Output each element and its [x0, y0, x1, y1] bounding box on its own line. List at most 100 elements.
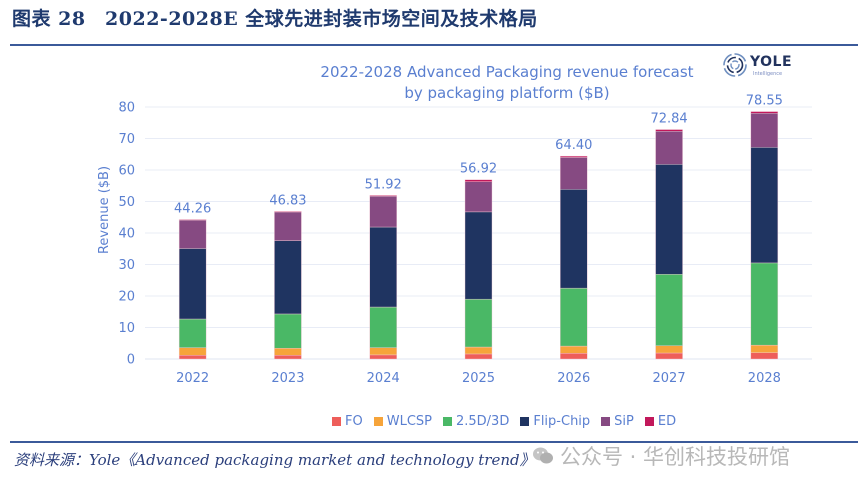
x-tick-label-2026: 2026 — [557, 371, 590, 386]
x-tick-label-2023: 2023 — [271, 371, 304, 386]
legend-item-flip-chip: Flip-Chip — [520, 414, 590, 429]
bar-segment-fo-2028 — [750, 352, 779, 360]
bar-segment-fo-2025 — [464, 353, 493, 360]
bar-segment-sip-2027 — [655, 131, 683, 165]
bar-segment-2-5d-3d-2028 — [750, 262, 779, 346]
bar-segment-flip-chip-2024 — [369, 226, 397, 308]
bar-segment-2-5d-3d-2023 — [274, 313, 302, 349]
total-label-2026: 64.40 — [555, 138, 592, 153]
legend-label: WLCSP — [386, 414, 432, 429]
legend-swatch — [442, 417, 452, 426]
chart-title: 2022-2028 Advanced Packaging revenue for… — [292, 62, 722, 104]
y-tick-label: 10 — [118, 321, 135, 336]
legend-item-ed: ED — [644, 414, 677, 429]
total-labels: 44.26 46.83 51.92 56.92 64.40 72.84 78.55 — [174, 94, 783, 217]
bar-segment-2-5d-3d-2024 — [369, 306, 397, 348]
source-note: 资料来源：Yole《Advanced packaging market and … — [14, 451, 535, 469]
legend-label: ED — [657, 414, 677, 429]
x-tick-label-2028: 2028 — [748, 371, 781, 386]
stacked-bar-chart: 0 10 20 30 40 50 60 70 80 Revenue ($B) 44.26 46.8… — [97, 94, 812, 386]
y-tick-label: 0 — [127, 353, 135, 368]
y-tick-label: 70 — [118, 132, 135, 147]
legend-item-fo: FO — [332, 414, 363, 429]
legend-item-sip: SiP — [601, 414, 634, 429]
bar-segment-sip-2026 — [560, 157, 588, 190]
watermark-text: 公众号 · 华创科技投研馆 — [560, 445, 791, 469]
bar-segment-wlcsp-2025 — [464, 346, 493, 355]
total-label-2028: 78.55 — [746, 94, 783, 109]
bar-segment-sip-2028 — [750, 113, 779, 148]
y-tick-label: 50 — [118, 195, 135, 210]
x-tick-labels: 2022 2023 2024 2025 2026 2027 2028 — [176, 371, 781, 386]
legend-swatch — [332, 417, 341, 426]
bar-segment-ed-2025 — [464, 179, 493, 182]
legend-swatch — [601, 417, 611, 426]
bar-segment-fo-2022 — [178, 355, 207, 360]
bar-segment-2-5d-3d-2025 — [464, 298, 493, 348]
bottom-divider — [10, 441, 858, 443]
legend-item-2-5d-3d: 2.5D/3D — [442, 414, 510, 429]
legend-swatch — [644, 417, 654, 426]
bar-segment-2-5d-3d-2022 — [178, 318, 207, 348]
y-tick-label: 40 — [118, 227, 135, 242]
legend-label: 2.5D/3D — [455, 414, 510, 429]
top-divider — [10, 44, 858, 46]
bar-segment-flip-chip-2025 — [464, 211, 493, 300]
bar-segment-ed-2024 — [369, 195, 397, 197]
bar-segment-ed-2028 — [750, 111, 779, 114]
figure-title: 图表 28 2022-2028E 全球先进封装市场空间及技术格局 — [12, 8, 538, 30]
legend-swatch — [520, 417, 530, 426]
legend: FO WLCSP 2.5D/3D Flip-Chip SiP ED — [332, 414, 676, 429]
y-tick-label: 30 — [118, 258, 135, 273]
bar-segment-sip-2022 — [178, 219, 207, 249]
logo-subtitle: Intelligence — [753, 71, 783, 77]
bar-segment-wlcsp-2024 — [369, 347, 397, 356]
bar-segment-wlcsp-2022 — [178, 347, 207, 356]
bar-segment-flip-chip-2027 — [655, 164, 683, 275]
total-label-2023: 46.83 — [269, 193, 306, 208]
y-tick-label: 80 — [118, 101, 135, 116]
bar-segment-sip-2023 — [274, 211, 302, 241]
legend-swatch — [373, 417, 383, 426]
x-tick-label-2027: 2027 — [653, 371, 686, 386]
bar-segment-wlcsp-2027 — [655, 345, 683, 354]
bar-segment-fo-2027 — [655, 352, 683, 360]
bar-segment-wlcsp-2026 — [560, 345, 588, 354]
bar-segment-flip-chip-2028 — [750, 147, 779, 264]
total-label-2027: 72.84 — [650, 112, 687, 127]
bar-segment-ed-2022 — [178, 219, 207, 221]
logo-name: YOLE — [750, 54, 793, 70]
total-label-2022: 44.26 — [174, 202, 211, 217]
bars — [178, 111, 779, 360]
y-tick-label: 60 — [118, 164, 135, 179]
bar-segment-ed-2023 — [274, 211, 302, 213]
bar-segment-wlcsp-2023 — [274, 348, 302, 356]
bar-segment-fo-2024 — [369, 354, 397, 360]
legend-item-wlcsp: WLCSP — [373, 414, 432, 429]
yole-swirl-icon — [723, 53, 747, 77]
y-axis-label: Revenue ($B) — [97, 166, 112, 254]
yole-logo: YOLE Intelligence — [722, 52, 802, 80]
bar-segment-wlcsp-2028 — [750, 344, 779, 353]
bar-segment-2-5d-3d-2026 — [560, 287, 588, 347]
wechat-icon — [533, 447, 553, 464]
chart-title-line-1: 2022-2028 Advanced Packaging revenue for… — [320, 63, 694, 81]
bar-segment-ed-2026 — [560, 155, 588, 158]
legend-label: FO — [345, 414, 363, 429]
bar-segment-fo-2023 — [274, 355, 302, 360]
legend-label: Flip-Chip — [533, 414, 591, 429]
bar-segment-sip-2024 — [369, 195, 397, 228]
bar-segment-fo-2026 — [560, 353, 588, 360]
total-label-2024: 51.92 — [365, 177, 402, 192]
x-tick-label-2022: 2022 — [176, 371, 209, 386]
x-tick-label-2025: 2025 — [462, 371, 495, 386]
bar-segment-flip-chip-2023 — [274, 240, 302, 315]
bar-segment-2-5d-3d-2027 — [655, 274, 683, 346]
watermark: 公众号 · 华创科技投研馆 — [532, 441, 790, 471]
y-tick-label: 20 — [118, 290, 135, 305]
bar-segment-flip-chip-2026 — [560, 189, 588, 289]
bar-segment-flip-chip-2022 — [178, 248, 207, 320]
x-tick-label-2024: 2024 — [367, 371, 400, 386]
bar-segment-ed-2027 — [655, 129, 683, 132]
total-label-2025: 56.92 — [460, 162, 497, 177]
